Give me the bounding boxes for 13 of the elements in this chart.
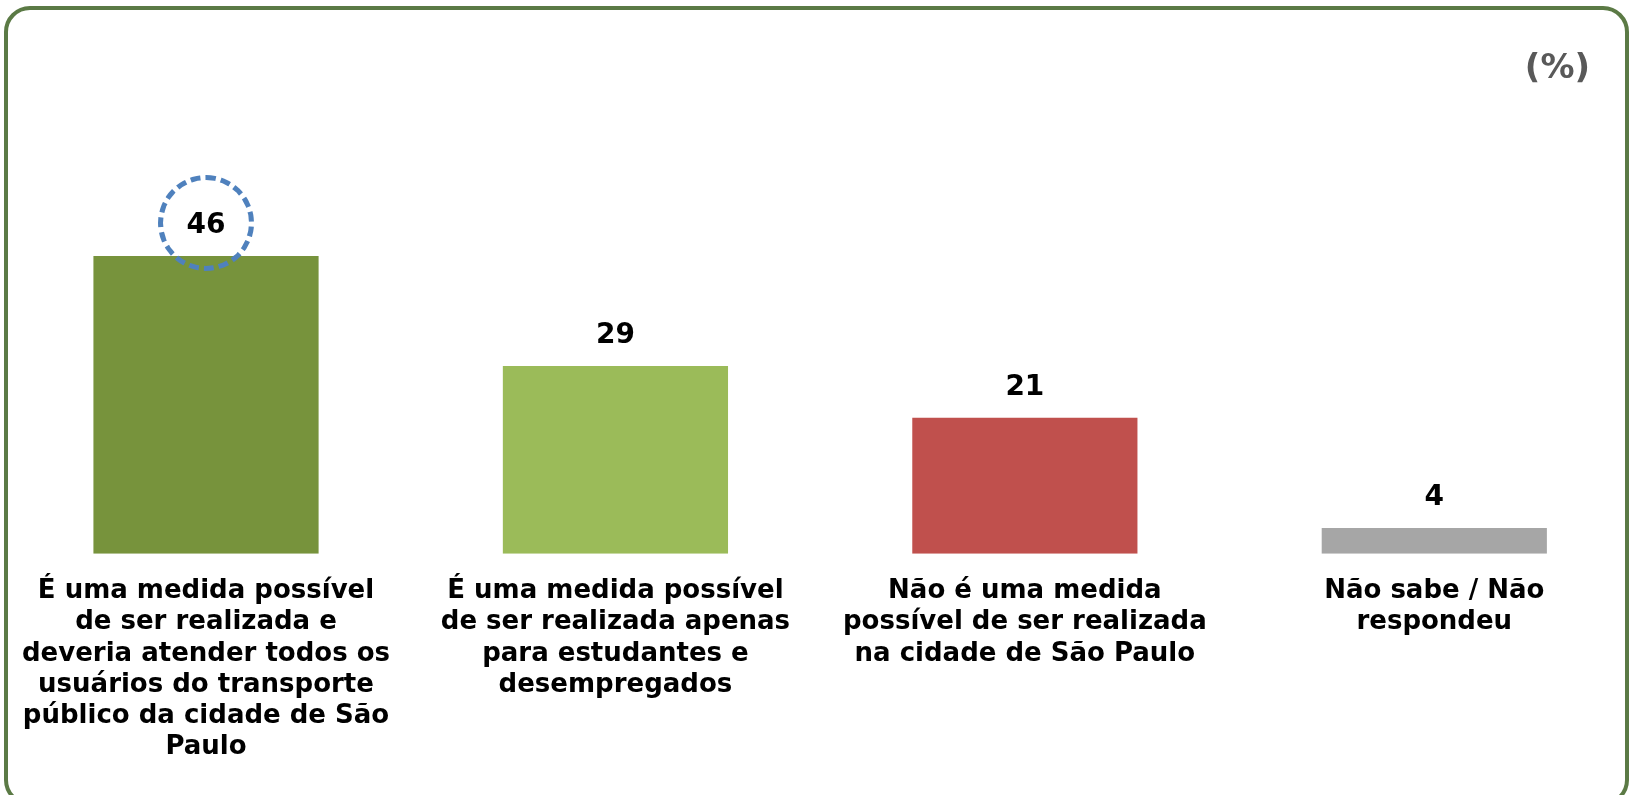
x-tick-label: Não é uma medida possível de ser realizada na cidade de São Paulo: [842, 574, 1207, 667]
x-tick-label: É uma medida possível de ser realizada e deveria atender todos os usuários do transporte público da cidade de São Paulo: [22, 573, 391, 761]
data-label: 46: [186, 207, 226, 241]
data-label: 4: [1424, 479, 1445, 513]
text: (%): [1524, 45, 1590, 86]
x-tick-label: É uma medida possível de ser realizada apenas para estudantes e desempregados: [440, 573, 791, 698]
x-tick-label: Não sabe / Não respondeu: [1324, 574, 1545, 636]
bar: [912, 417, 1138, 554]
bar: [93, 255, 319, 554]
bar: [1321, 527, 1547, 554]
data-label: 29: [595, 317, 635, 351]
data-label: 21: [1005, 369, 1045, 403]
bar: [502, 366, 729, 554]
